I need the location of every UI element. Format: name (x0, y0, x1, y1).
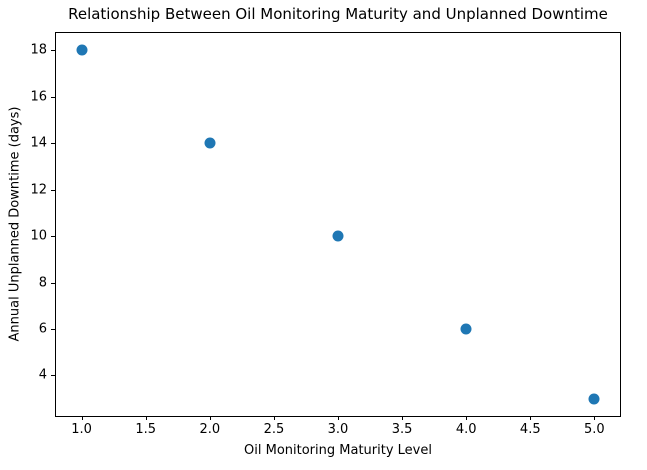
x-tick-label: 3.5 (391, 422, 413, 437)
scatter-point (332, 230, 344, 242)
x-tick-label: 2.0 (199, 422, 221, 437)
x-axis-label: Oil Monitoring Maturity Level (244, 443, 432, 458)
x-tick-mark (81, 416, 83, 420)
y-tick-label: 4 (38, 367, 47, 383)
x-tick-mark (338, 416, 339, 420)
y-tick-label: 8 (38, 275, 47, 291)
y-tick-mark (51, 282, 55, 284)
x-tick-label: 4.5 (519, 422, 541, 437)
x-tick-label: 2.5 (263, 422, 285, 437)
y-tick-label: 16 (30, 89, 47, 105)
y-tick-mark (51, 375, 55, 377)
y-tick-label: 14 (30, 135, 47, 151)
x-tick-label: 4.0 (455, 422, 477, 437)
scatter-point (204, 137, 216, 149)
x-tick-mark (594, 416, 596, 420)
x-tick-label: 1.5 (135, 422, 157, 437)
x-tick-mark (145, 416, 147, 420)
chart-title: Relationship Between Oil Monitoring Matu… (68, 5, 608, 23)
x-tick-label: 3.0 (327, 422, 349, 437)
y-tick-label: 10 (30, 228, 47, 244)
x-tick-mark (402, 416, 404, 420)
y-tick-label: 18 (30, 42, 47, 58)
scatter-point (588, 393, 600, 405)
x-tick-mark (273, 416, 275, 420)
y-tick-label: 6 (38, 321, 47, 337)
y-tick-mark (51, 143, 55, 145)
x-tick-mark (466, 416, 468, 420)
x-tick-label: 1.0 (71, 422, 92, 437)
y-tick-mark (51, 236, 55, 238)
x-tick-mark (530, 416, 532, 420)
plot-area: 1.0 1.5 2.0 2.5 3.0 3.5 4.0 4.5 5.0 4 6 8 10 12 14 16 18 (30, 32, 621, 436)
y-tick-mark (51, 328, 55, 330)
scatter-point (76, 44, 88, 56)
y-tick-mark (51, 96, 55, 98)
x-tick-mark (209, 416, 211, 420)
y-tick-label: 12 (30, 182, 47, 198)
y-axis-label: Annual Unplanned Downtime (days) (7, 106, 23, 342)
x-tick-label: 5.0 (584, 422, 605, 437)
y-tick-mark (51, 50, 55, 52)
scatter-point (460, 323, 472, 335)
y-tick-mark (51, 189, 55, 191)
